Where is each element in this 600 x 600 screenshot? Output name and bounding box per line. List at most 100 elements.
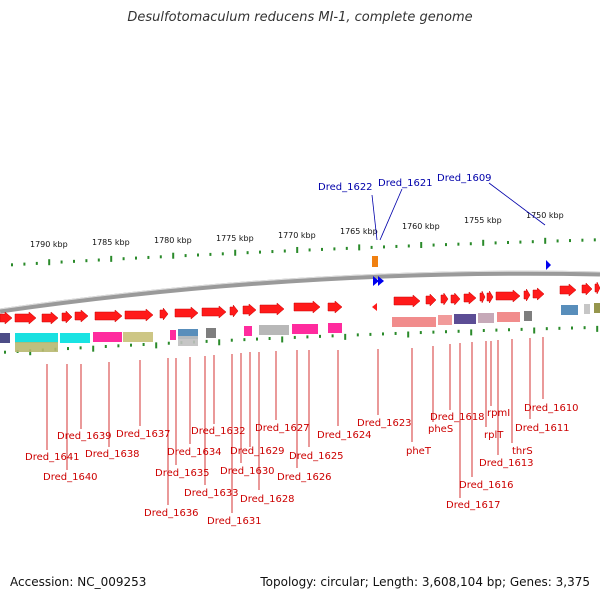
kbp-label: 1755 kbp	[464, 216, 502, 225]
reverse-gene	[378, 276, 384, 286]
forward-gene	[425, 293, 437, 307]
ruler-tick	[356, 333, 359, 337]
ruler-tick	[571, 326, 573, 330]
feature-block	[0, 333, 10, 343]
forward-gene	[559, 283, 577, 297]
ruler-tick	[394, 331, 397, 335]
ruler-tick	[117, 344, 120, 348]
ruler-tick	[271, 250, 274, 254]
ruler-tick	[135, 256, 137, 260]
kbp-label: 1750 kbp	[526, 211, 564, 220]
feature-block	[60, 333, 90, 343]
ruler-tick	[544, 237, 547, 244]
ruler-tick	[281, 336, 284, 343]
ruler-tick	[319, 334, 321, 338]
ruler-tick	[97, 258, 100, 262]
ruler-tick	[184, 254, 187, 258]
ruler-tick	[344, 333, 347, 340]
gene-track	[0, 256, 600, 325]
kbp-labels: 1790 kbp 1785 kbp 1780 kbp 1775 kbp 1770 kbp…	[30, 211, 564, 249]
ruler-tick	[321, 247, 323, 251]
feature-block	[292, 324, 318, 334]
ruler-tick	[23, 262, 26, 266]
feature-block	[93, 332, 122, 342]
reverse-gene	[546, 260, 551, 270]
ruler-tick	[218, 339, 221, 346]
ruler-tick	[482, 328, 485, 332]
ruler-tick	[508, 328, 510, 332]
ruler-tick	[593, 238, 596, 242]
ruler-tick	[73, 259, 75, 263]
ruler-tick	[370, 245, 373, 249]
feature-blocks	[0, 303, 600, 352]
accession-text: Accession: NC_009253	[10, 575, 147, 589]
forward-gene	[523, 288, 531, 302]
ruler-tick	[545, 327, 548, 331]
bottom-gene-label: Dred_1611	[515, 423, 570, 434]
ruler-tick	[331, 334, 334, 338]
label-leader	[371, 194, 378, 241]
forward-gene	[201, 305, 227, 319]
ruler-top	[11, 237, 596, 267]
ruler-tick	[432, 243, 435, 247]
ruler-tick	[345, 246, 348, 250]
forward-gene	[124, 308, 154, 322]
forward-gene	[463, 291, 477, 305]
ruler-tick	[122, 257, 125, 261]
ruler-tick	[470, 329, 473, 336]
label-leader	[488, 182, 546, 226]
ruler-tick	[395, 244, 398, 248]
forward-gene	[159, 307, 169, 321]
forward-gene	[94, 309, 123, 323]
bottom-gene-label: pheS	[428, 424, 453, 435]
kbp-label: 1775 kbp	[216, 234, 254, 243]
bottom-gene-label: rplT	[484, 430, 504, 441]
feature-block	[15, 342, 58, 352]
backbone-arc	[0, 270, 600, 314]
forward-gene	[61, 310, 73, 324]
bottom-gene-label: Dred_1635	[155, 468, 210, 479]
ruler-tick	[531, 240, 534, 244]
ruler-tick	[333, 247, 336, 251]
feature-block	[497, 312, 520, 322]
feature-block	[244, 326, 252, 336]
forward-gene	[327, 300, 343, 314]
ruler-tick	[130, 343, 132, 347]
ruler-tick	[507, 240, 509, 244]
kbp-label: 1765 kbp	[340, 227, 378, 236]
backbone-arc-highlight	[0, 270, 600, 310]
bottom-gene-label: Dred_1639	[57, 431, 112, 442]
forward-gene	[229, 304, 239, 318]
top-gene-label: Dred_1622	[318, 182, 373, 193]
ruler-tick	[155, 342, 158, 349]
top-labels: Dred_1622 Dred_1621 Dred_1609	[318, 173, 492, 193]
ruler-tick	[35, 261, 38, 265]
ruler-tick	[110, 255, 113, 262]
ruler-tick	[581, 238, 584, 242]
bottom-gene-label: Dred_1618	[430, 412, 485, 423]
ruler-tick	[60, 260, 63, 264]
bottom-labels: Dred_1641 Dred_1640 Dred_1639 Dred_1638 Dred…	[25, 403, 579, 527]
map-title: Desulfotomaculum reducens MI-1, complete…	[127, 10, 473, 25]
forward-gene	[594, 281, 600, 295]
ruler-tick	[419, 331, 422, 335]
bottom-label-lines	[46, 337, 544, 513]
ruler-tick	[432, 330, 435, 334]
bottom-gene-label: Dred_1634	[167, 447, 222, 458]
ruler-tick	[445, 243, 447, 247]
ruler-tick	[256, 337, 258, 341]
ruler-tick	[519, 240, 522, 244]
feature-block	[478, 313, 494, 323]
feature-block	[328, 323, 342, 333]
ruler-tick	[358, 244, 361, 251]
ruler-tick	[469, 242, 472, 246]
ruler-tick	[583, 326, 586, 330]
feature-block	[524, 311, 532, 321]
feature-block	[178, 336, 198, 346]
ruler-tick	[243, 338, 246, 342]
ruler-tick	[520, 327, 523, 331]
bottom-gene-label: Dred_1640	[43, 472, 98, 483]
forward-gene	[174, 306, 199, 320]
ruler-tick	[482, 239, 485, 246]
